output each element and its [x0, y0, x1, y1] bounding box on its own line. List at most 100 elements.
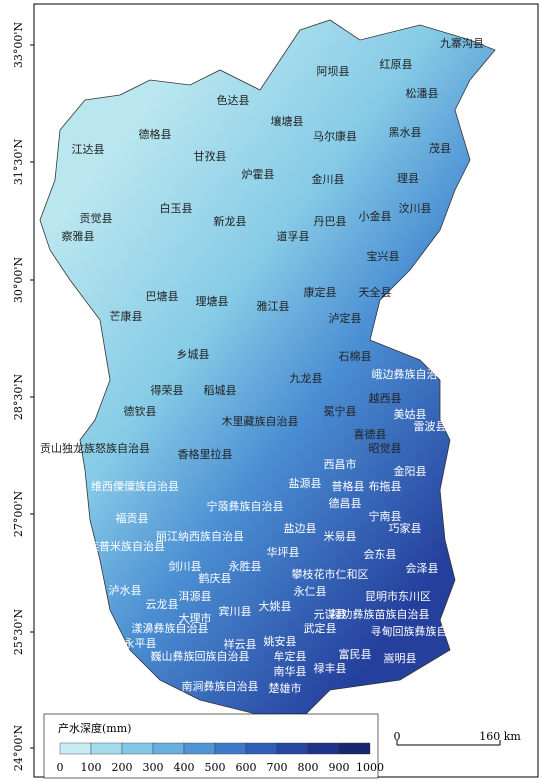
- legend-tick-label: 200: [112, 761, 133, 774]
- county-label: 武定县: [304, 621, 337, 635]
- county-label: 祥云县: [224, 637, 257, 651]
- county-label: 富民县: [339, 647, 372, 661]
- legend-tick-label: 500: [205, 761, 226, 774]
- county-label: 米易县: [324, 530, 357, 543]
- legend-swatch: [59, 742, 92, 755]
- county-label: 华坪县: [267, 545, 300, 559]
- legend-tick-label: 1000: [356, 761, 384, 774]
- legend-tick-label: 700: [267, 761, 288, 774]
- county-label: 雷波县: [414, 420, 447, 433]
- county-label: 西昌市: [324, 457, 357, 471]
- county-label: 会泽县: [406, 562, 439, 575]
- legend-swatch: [152, 742, 185, 755]
- county-label: 壤塘县: [271, 114, 304, 128]
- lat-label: 33°00'N: [12, 22, 25, 69]
- county-label: 昆明市东川区: [365, 589, 431, 603]
- county-label: 巧家县: [389, 521, 422, 535]
- county-label: 永仁县: [294, 584, 327, 598]
- county-label: 盐源县: [289, 476, 322, 490]
- county-label: 乡城县: [177, 348, 210, 361]
- county-label: 宾川县: [219, 604, 252, 618]
- legend-tick-label: 800: [298, 761, 319, 774]
- county-label: 天全县: [359, 285, 392, 299]
- county-label: 理县: [397, 172, 419, 185]
- lat-label: 25°30'N: [12, 609, 25, 656]
- county-label: 布拖县: [369, 479, 402, 493]
- legend-swatch: [307, 742, 340, 755]
- county-label: 理塘县: [196, 294, 229, 308]
- county-label: 白玉县: [160, 201, 193, 215]
- county-label: 马尔康县: [313, 129, 357, 143]
- county-label: 九龙县: [290, 372, 323, 385]
- county-label: 云龙县: [146, 598, 179, 611]
- county-label: 宝兴县: [367, 249, 400, 263]
- county-label: 得荣县: [151, 384, 184, 397]
- county-label: 盐边县: [284, 522, 317, 535]
- county-label: 巴塘县: [146, 289, 179, 303]
- county-label: 宁蒗彝族自治县: [207, 499, 284, 513]
- county-label: 大理市: [179, 611, 212, 625]
- lat-label: 31°30'N: [12, 139, 25, 186]
- county-label: 贡觉县: [80, 212, 113, 225]
- county-label: 茂县: [429, 141, 451, 155]
- county-label: 金川县: [312, 172, 345, 186]
- county-label: 丽江纳西族自治县: [156, 529, 244, 543]
- county-label: 甘孜县: [194, 149, 227, 163]
- county-label: 永平县: [124, 636, 157, 650]
- county-label: 兰坪白族普米族自治县: [55, 539, 165, 553]
- county-label: 香格里拉县: [178, 447, 233, 461]
- county-label: 宁南县: [369, 509, 402, 523]
- scale-start: 0: [394, 730, 401, 743]
- county-label: 新龙县: [214, 214, 247, 228]
- legend-tick-label: 900: [329, 761, 350, 774]
- county-label: 禄劝彝族苗族自治县: [331, 607, 430, 621]
- county-label: 巍山彝族回族自治县: [151, 649, 250, 663]
- county-label: 木里藏族自治县: [222, 414, 299, 428]
- county-label: 昭觉县: [369, 442, 402, 455]
- legend-swatch: [338, 742, 371, 755]
- county-label: 嵩明县: [384, 652, 417, 665]
- county-label: 康定县: [304, 285, 337, 299]
- county-label: 禄丰县: [314, 661, 347, 675]
- county-label: 峨边彝族自治县: [372, 367, 449, 381]
- county-label: 金阳县: [394, 464, 427, 478]
- county-label: 楚雄市: [269, 681, 302, 695]
- county-label: 攀枝花市仁和区: [292, 567, 369, 581]
- legend-tick-label: 300: [143, 761, 164, 774]
- county-label: 永胜县: [229, 559, 262, 573]
- county-label: 维西傈僳族自治县: [91, 479, 179, 493]
- lat-label: 27°00'N: [12, 491, 25, 538]
- county-label: 福贡县: [116, 511, 149, 525]
- county-label: 汶川县: [399, 201, 432, 215]
- legend-swatch: [245, 742, 278, 755]
- county-label: 姚安县: [264, 634, 297, 648]
- legend-swatch: [214, 742, 247, 755]
- county-label: 漾濞彝族自治县: [132, 621, 209, 635]
- county-label: 松潘县: [406, 86, 439, 100]
- county-label: 雅江县: [257, 299, 290, 313]
- county-label: 牟定县: [274, 649, 307, 663]
- lat-label: 24°00'N: [12, 725, 25, 772]
- legend-swatch: [183, 742, 216, 755]
- county-label: 九寨沟县: [440, 36, 484, 50]
- county-label: 洱源县: [179, 589, 212, 603]
- county-label: 炉霍县: [242, 168, 275, 181]
- scale-end: 160 km: [479, 730, 521, 743]
- county-label: 喜德县: [354, 427, 387, 441]
- legend-tick-label: 0: [57, 761, 64, 774]
- legend-tick-label: 100: [81, 761, 102, 774]
- county-label: 美姑县: [394, 408, 427, 421]
- county-label: 丹巴县: [314, 215, 347, 228]
- county-label: 贡山独龙族怒族自治县: [40, 441, 150, 455]
- legend-swatch: [121, 742, 154, 755]
- county-label: 黑水县: [389, 126, 422, 139]
- county-label: 小金县: [359, 209, 392, 223]
- county-label: 南华县: [274, 664, 307, 678]
- lat-label: 30°00'N: [12, 257, 25, 304]
- legend-swatch: [90, 742, 123, 755]
- county-label: 越西县: [369, 391, 402, 405]
- county-label: 寻甸回族彝族自治县: [371, 624, 470, 638]
- county-label: 阿坝县: [317, 64, 350, 78]
- lat-label: 28°30'N: [12, 374, 25, 421]
